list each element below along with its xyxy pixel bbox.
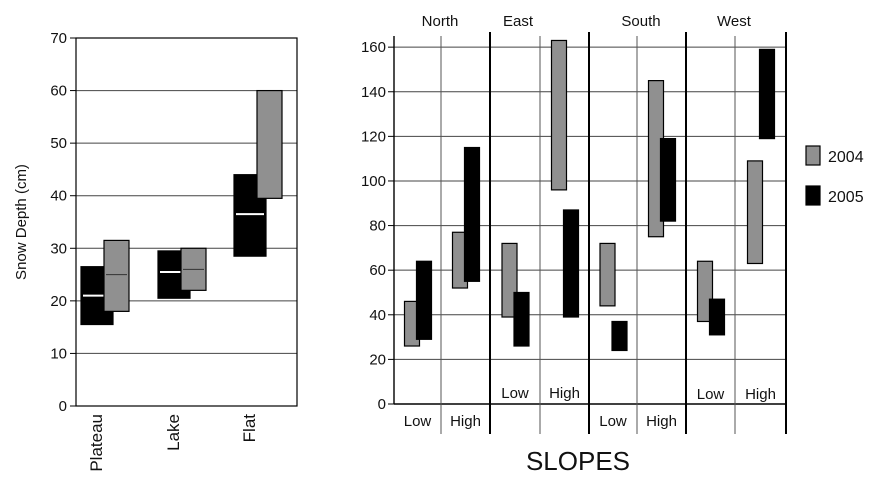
left-x-category-labels: Plateau Lake Flat xyxy=(87,414,259,472)
right-y-tick-label: 20 xyxy=(369,351,386,368)
legend-swatch-2005 xyxy=(805,185,821,206)
legend: 2004 2005 xyxy=(805,145,864,206)
right-bar-2005-south-low xyxy=(611,320,628,352)
right-y-tick-label: 40 xyxy=(369,307,386,324)
right-bar-2005-west-low xyxy=(708,298,726,336)
slope-label-east-high: High xyxy=(549,385,580,402)
left-y-axis-label: Snow Depth (cm) xyxy=(13,164,30,280)
right-y-tick-label: 100 xyxy=(361,173,386,190)
slope-label-south-high: High xyxy=(646,413,677,430)
slope-label-south-low: Low xyxy=(599,413,627,430)
slope-label-east-low: Low xyxy=(501,385,529,402)
slope-low-high-labels: Low High Low High Low High Low High xyxy=(404,385,776,430)
right-y-tick-labels: 0 20 40 60 80 100 120 140 160 xyxy=(361,39,394,413)
right-bar-2005-north-high xyxy=(463,146,481,282)
slope-header-west: West xyxy=(717,13,752,30)
right-bar-2004-west-high xyxy=(746,160,764,265)
right-bar-2005-east-high xyxy=(562,209,580,318)
slope-label-north-high: High xyxy=(450,413,481,430)
right-bar-2004-east-high xyxy=(550,39,568,191)
slope-header-north: North xyxy=(422,13,459,30)
legend-swatch-2004 xyxy=(805,145,821,166)
legend-label-2004: 2004 xyxy=(828,149,864,166)
left-y-tick-label: 60 xyxy=(50,83,67,100)
left-chart-bars xyxy=(80,89,283,326)
right-y-tick-label: 80 xyxy=(369,218,386,235)
left-bar-2004-flat xyxy=(256,89,283,199)
left-y-tick-labels: 0 10 20 30 40 50 60 70 xyxy=(50,30,76,415)
right-chart-axes xyxy=(393,32,787,434)
right-y-tick-label: 160 xyxy=(361,39,386,56)
right-y-tick-label: 60 xyxy=(369,262,386,279)
right-chart-bars xyxy=(403,39,776,352)
slope-header-south: South xyxy=(621,13,660,30)
left-chart-frame xyxy=(75,37,298,407)
right-y-tick-label: 0 xyxy=(378,396,386,413)
left-y-tick-label: 50 xyxy=(50,135,67,152)
left-x-label-plateau: Plateau xyxy=(87,414,106,472)
left-y-tick-label: 70 xyxy=(50,30,67,47)
slope-label-west-low: Low xyxy=(697,386,725,403)
right-y-tick-label: 140 xyxy=(361,84,386,101)
right-bar-2004-south-low xyxy=(599,242,616,307)
slope-group-headers: North East South West xyxy=(422,13,752,30)
right-bar-2005-south-high xyxy=(659,137,677,222)
right-bar-2004-east-low xyxy=(501,242,518,318)
slope-label-north-low: Low xyxy=(404,413,432,430)
left-y-tick-label: 20 xyxy=(50,293,67,310)
slope-label-west-high: High xyxy=(745,386,776,403)
left-x-label-lake: Lake xyxy=(164,414,183,451)
right-bar-2004-west-low xyxy=(696,260,714,323)
right-bar-2005-west-high xyxy=(758,48,776,140)
right-bar-2005-east-low xyxy=(513,291,530,347)
slope-header-east: East xyxy=(503,13,534,30)
left-y-tick-label: 0 xyxy=(59,398,67,415)
left-x-label-flat: Flat xyxy=(240,414,259,443)
legend-label-2005: 2005 xyxy=(828,189,864,206)
right-y-tick-label: 120 xyxy=(361,128,386,145)
right-x-axis-label: SLOPES xyxy=(526,446,630,476)
left-y-tick-label: 30 xyxy=(50,240,67,257)
left-y-tick-label: 10 xyxy=(50,345,67,362)
right-bar-2005-north-low xyxy=(415,260,433,340)
left-y-tick-label: 40 xyxy=(50,188,67,205)
left-bar-2004-plateau xyxy=(103,239,130,312)
